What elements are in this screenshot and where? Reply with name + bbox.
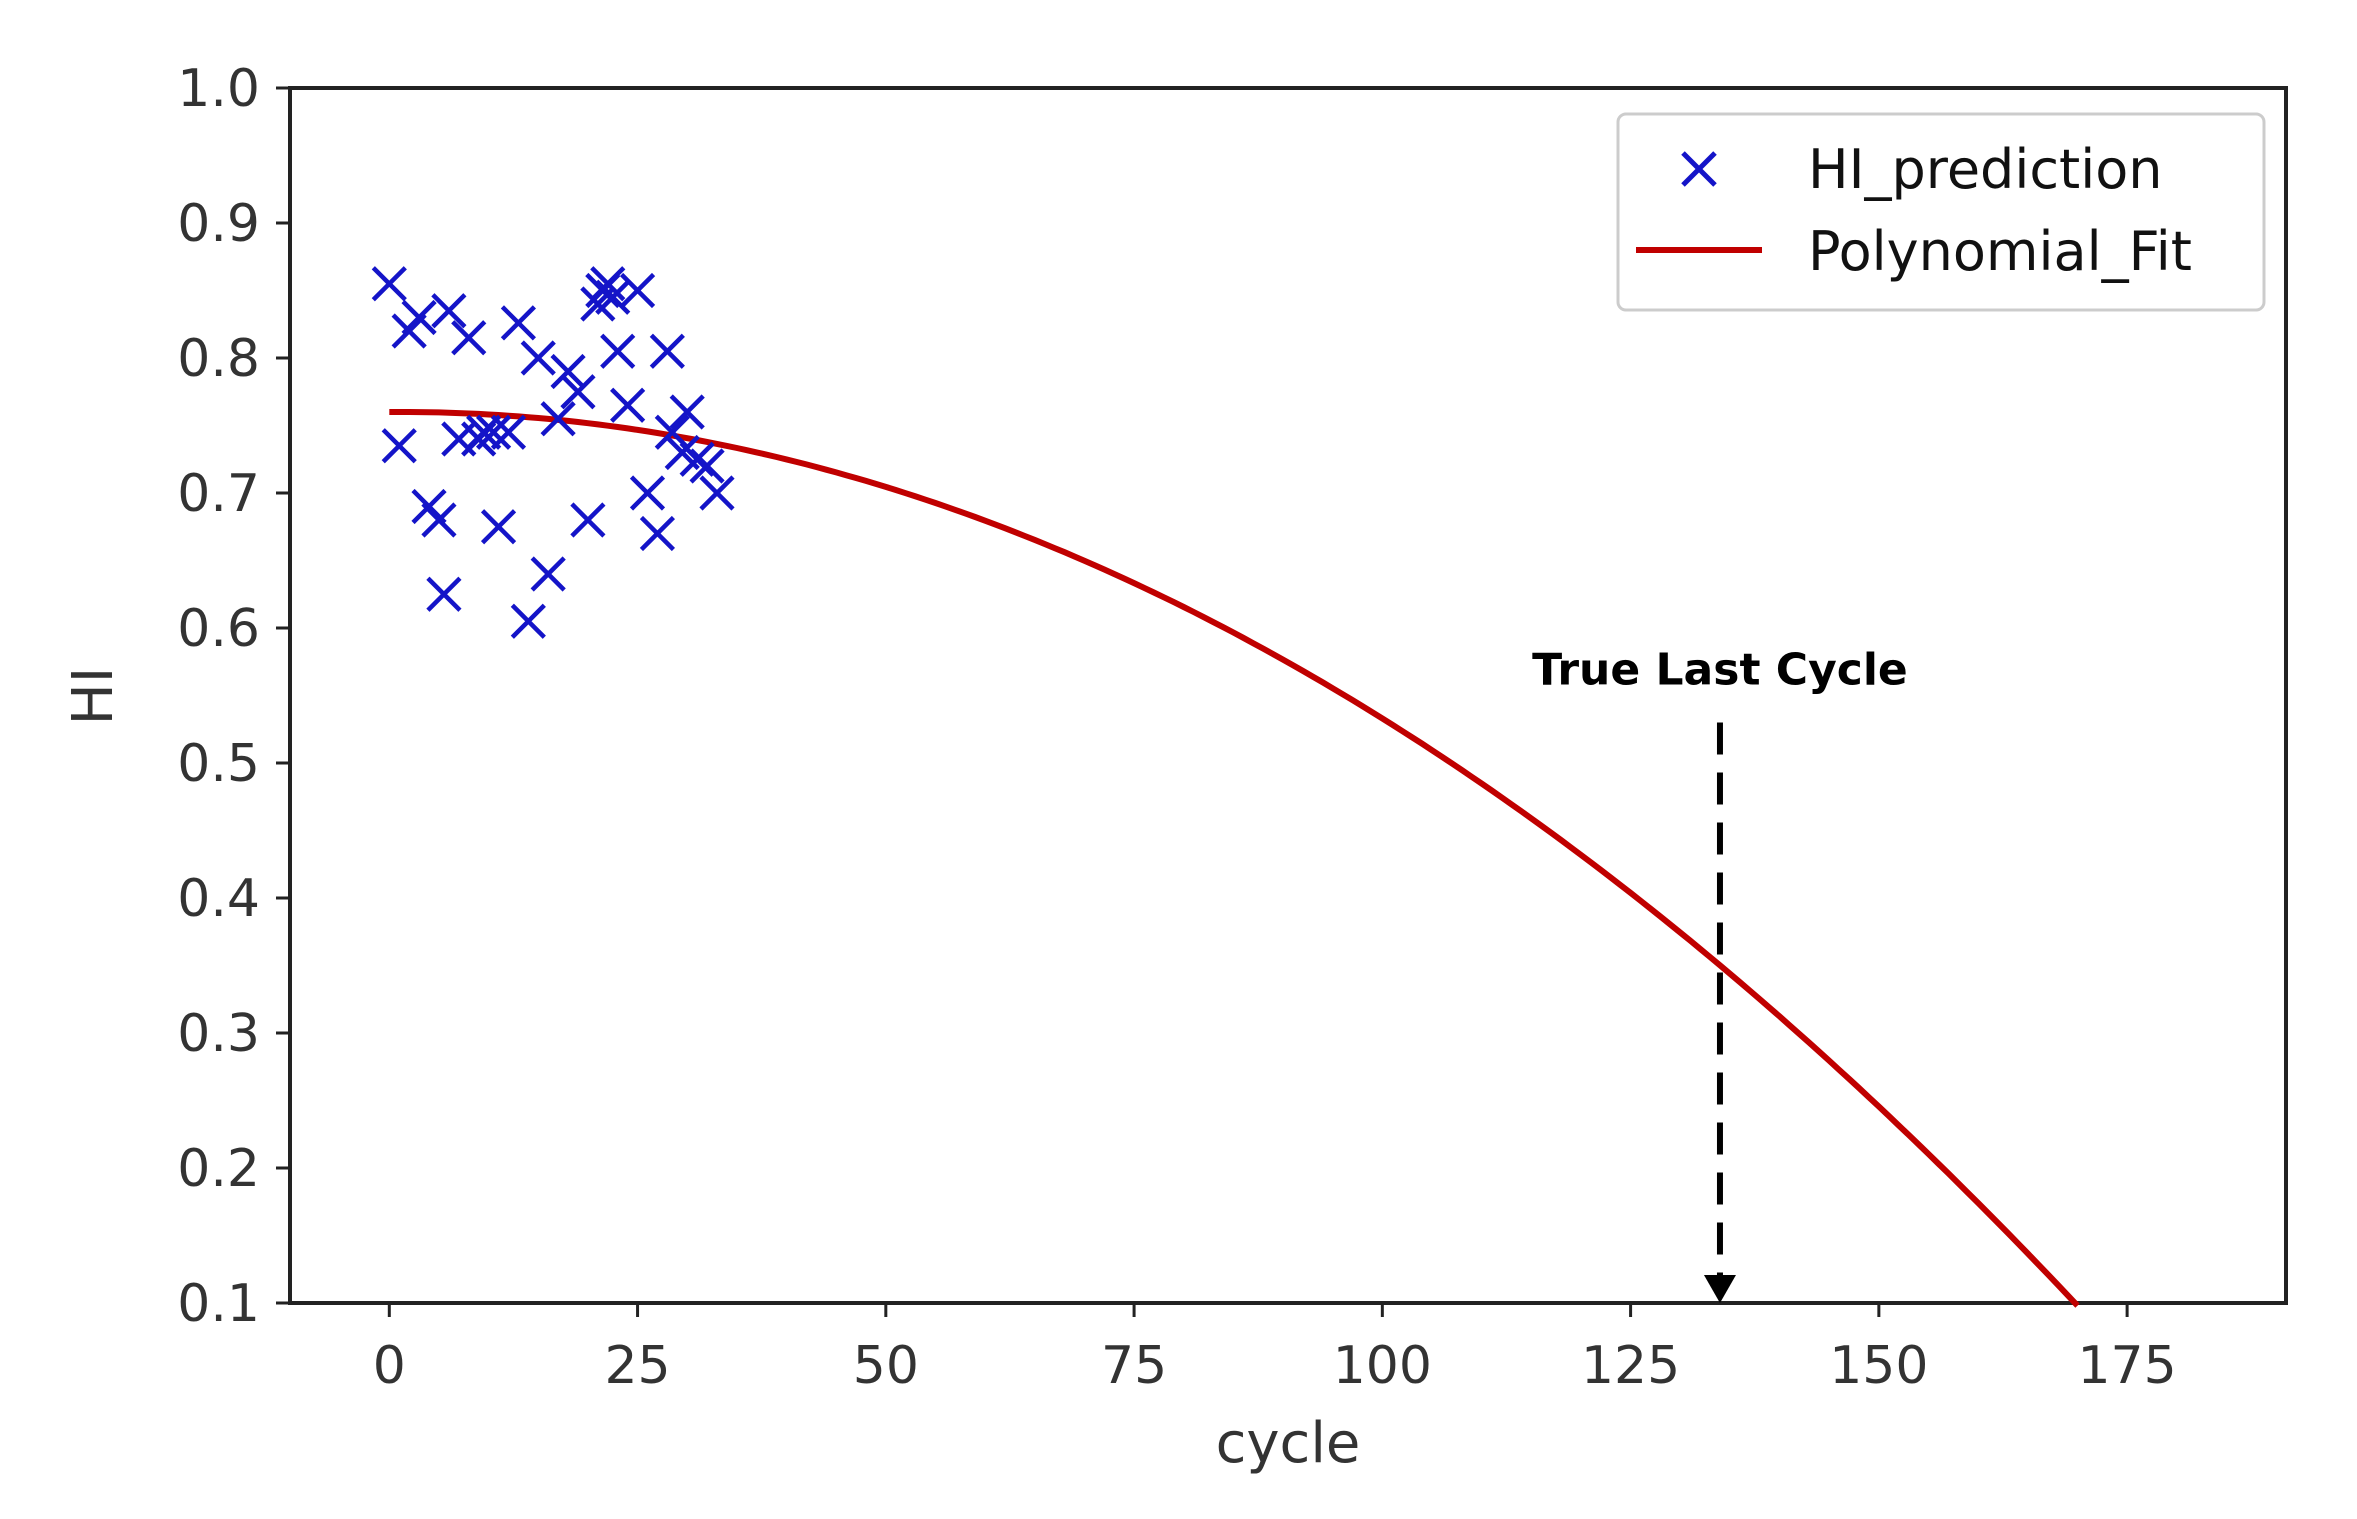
- hi-prediction-point: [610, 387, 646, 423]
- y-tick-label: 0.9: [177, 194, 260, 254]
- legend-label-polynomial-fit: Polynomial_Fit: [1808, 220, 2192, 283]
- hi-prediction-point: [520, 340, 556, 376]
- hi-prediction-point: [426, 576, 462, 612]
- x-tick-label: 150: [1829, 1336, 1928, 1396]
- hi-prediction-point: [381, 428, 417, 464]
- legend-label-hi-prediction: HI_prediction: [1808, 138, 2162, 201]
- hi-prediction-point: [570, 502, 606, 538]
- hi-prediction-point: [500, 305, 536, 341]
- hi-prediction-points: [371, 266, 735, 639]
- x-tick-label: 175: [2077, 1336, 2176, 1396]
- y-tick-label: 0.6: [177, 599, 260, 659]
- y-tick-label: 0.4: [177, 869, 260, 929]
- hi-prediction-point: [649, 333, 685, 369]
- hi-prediction-point: [530, 556, 566, 592]
- y-tick-label: 0.5: [177, 734, 260, 794]
- hi-prediction-point: [466, 414, 502, 450]
- x-tick-label: 25: [604, 1336, 670, 1396]
- x-tick-label: 50: [853, 1336, 919, 1396]
- y-tick-label: 0.2: [177, 1139, 260, 1199]
- hi-prediction-point: [431, 293, 467, 329]
- x-tick-label: 0: [373, 1336, 406, 1396]
- hi-prediction-point: [510, 603, 546, 639]
- y-axis-ticks: 0.1 0.2 0.3 0.4 0.5 0.6 0.7 0.8 0.9 1.0: [177, 59, 290, 1334]
- hi-prediction-point: [595, 279, 631, 315]
- annotation-layer: True Last Cycle: [1532, 645, 1908, 1303]
- legend-marker-x-icon: [1681, 151, 1717, 187]
- y-tick-label: 0.3: [177, 1004, 260, 1064]
- x-tick-label: 125: [1581, 1336, 1680, 1396]
- hi-prediction-point: [600, 333, 636, 369]
- true-last-cycle-label: True Last Cycle: [1532, 645, 1908, 696]
- hi-prediction-point: [540, 401, 576, 437]
- legend-box: [1616, 112, 2266, 312]
- hi-prediction-point: [699, 475, 735, 511]
- y-tick-label: 0.1: [177, 1274, 260, 1334]
- hi-prediction-point: [421, 502, 457, 538]
- y-axis-label: HI: [61, 667, 126, 726]
- y-tick-label: 0.7: [177, 464, 260, 524]
- y-tick-label: 0.8: [177, 329, 260, 389]
- x-tick-label: 100: [1333, 1336, 1432, 1396]
- hi-prediction-point: [371, 266, 407, 302]
- true-last-cycle-arrowhead: [1703, 1275, 1736, 1303]
- x-axis-label: cycle: [1216, 1411, 1361, 1476]
- hi-prediction-point: [451, 320, 487, 356]
- hi-prediction-point: [560, 374, 596, 410]
- hi-prediction-point: [639, 515, 676, 552]
- x-tick-label: 75: [1101, 1336, 1167, 1396]
- hi-prediction-point: [401, 299, 437, 336]
- hi-prediction-point: [619, 272, 656, 309]
- hi-prediction-point: [550, 353, 586, 390]
- hi-prediction-point: [629, 475, 666, 511]
- hi-prediction-point: [475, 414, 512, 450]
- x-axis-ticks: 0 25 50 75 100 125 150 175: [373, 1303, 2177, 1396]
- hi-prediction-point: [490, 414, 527, 450]
- hi-prediction-point: [480, 509, 517, 545]
- hi-prediction-point: [689, 448, 725, 484]
- y-tick-label: 1.0: [177, 59, 260, 119]
- hi-prediction-point: [669, 394, 705, 430]
- legend: HI_prediction Polynomial_Fit: [1616, 112, 2266, 312]
